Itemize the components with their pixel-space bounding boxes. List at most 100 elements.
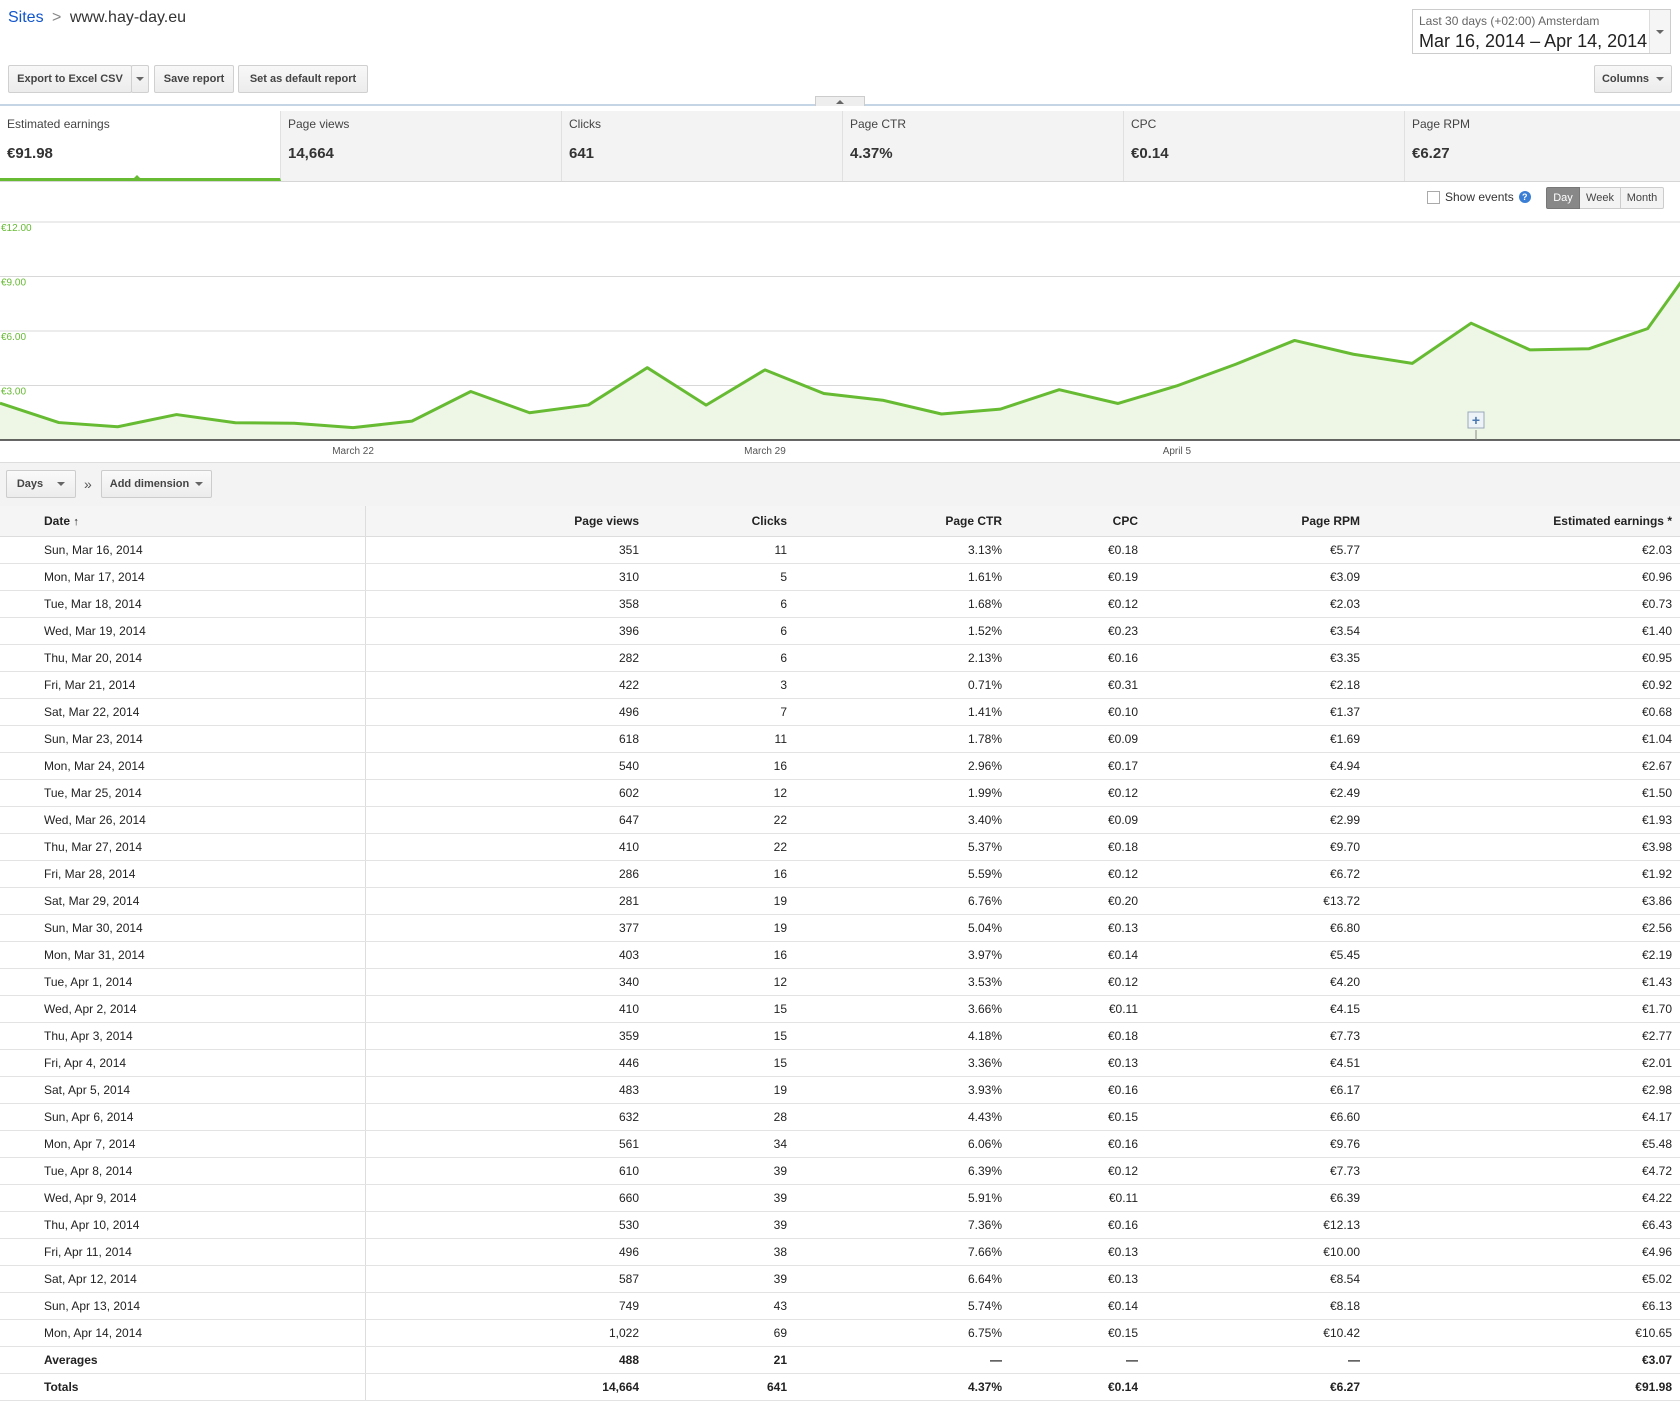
column-header-date[interactable]: Date ↑	[0, 506, 366, 537]
cell-date: Fri, Apr 11, 2014	[0, 1238, 366, 1266]
cell-page-ctr: 3.36%	[791, 1049, 1006, 1077]
metric-card-clicks[interactable]: Clicks 641	[562, 111, 843, 181]
cell-page-ctr: 7.36%	[791, 1211, 1006, 1239]
column-header-estimated-earnings[interactable]: Estimated earnings *	[1364, 506, 1680, 537]
collapse-chart-handle[interactable]	[815, 96, 865, 106]
metric-value: 4.37%	[850, 145, 893, 162]
chevron-down-icon	[195, 482, 204, 486]
table-row: Sun, Apr 13, 2014 749 43 5.74% €0.14 €8.18 €6.…	[0, 1292, 1680, 1320]
cell-date: Sat, Mar 22, 2014	[0, 698, 366, 726]
date-range-picker[interactable]: Last 30 days (+02:00) Amsterdam Mar 16, …	[1412, 9, 1671, 54]
cell-date: Mon, Mar 17, 2014	[0, 563, 366, 591]
cell-page-rpm: €2.49	[1142, 779, 1364, 807]
table-row: Fri, Apr 4, 2014 446 15 3.36% €0.13 €4.51 €2.0…	[0, 1049, 1680, 1077]
averages-row: Averages 488 21— — — €3.07	[0, 1346, 1680, 1374]
column-header-page-views[interactable]: Page views	[365, 506, 643, 537]
cell-date: Wed, Apr 9, 2014	[0, 1184, 366, 1212]
cell-page-views: 647	[365, 806, 643, 834]
cell-page-views: 410	[365, 833, 643, 861]
metric-card-estimated-earnings[interactable]: Estimated earnings €91.98	[0, 111, 281, 181]
metric-card-page-views[interactable]: Page views 14,664	[281, 111, 562, 181]
cell-estimated-earnings: €0.96	[1364, 563, 1680, 591]
cell-estimated-earnings: €2.77	[1364, 1022, 1680, 1050]
cell-clicks: 6	[643, 644, 791, 672]
cell-page-views: 359	[365, 1022, 643, 1050]
show-events-checkbox[interactable]	[1427, 190, 1440, 204]
cell-date: Sun, Apr 6, 2014	[0, 1103, 366, 1131]
cell-estimated-earnings: €1.92	[1364, 860, 1680, 888]
cell-estimated-earnings: €6.43	[1364, 1211, 1680, 1239]
chevron-down-icon	[136, 77, 144, 81]
cell-page-ctr: 0.71%	[791, 671, 1006, 699]
metric-value: 14,664	[288, 145, 334, 162]
cell-page-rpm: €4.15	[1142, 995, 1364, 1023]
cell-page-rpm: €8.18	[1142, 1292, 1364, 1320]
table-row: Wed, Mar 26, 2014 647 22 3.40% €0.09 €2.99 €1.…	[0, 806, 1680, 834]
cell-page-rpm: €7.73	[1142, 1022, 1364, 1050]
column-header-clicks[interactable]: Clicks	[643, 506, 791, 537]
cell-date: Thu, Apr 3, 2014	[0, 1022, 366, 1050]
cell-cpc: €0.18	[1006, 1022, 1142, 1050]
earnings-chart: €12.00 €9.00 €6.00 €3.00 March 22 March 29 Apr…	[0, 221, 1680, 457]
date-range-dropdown[interactable]	[1649, 10, 1670, 53]
cell-page-views: 1,022	[365, 1319, 643, 1347]
columns-button[interactable]: Columns	[1594, 65, 1672, 93]
granularity-week-button[interactable]: Week	[1580, 187, 1621, 209]
cell-page-ctr: 3.97%	[791, 941, 1006, 969]
cell-page-rpm: €4.20	[1142, 968, 1364, 996]
cell-page-rpm: €3.54	[1142, 617, 1364, 645]
column-header-page-ctr[interactable]: Page CTR	[791, 506, 1006, 537]
cell-clicks: 11	[643, 536, 791, 564]
cell-page-ctr: 4.43%	[791, 1103, 1006, 1131]
help-icon[interactable]: ?	[1518, 191, 1531, 203]
cell-estimated-earnings: €0.92	[1364, 671, 1680, 699]
days-dimension-label: Days	[16, 478, 44, 490]
cell-estimated-earnings: €3.86	[1364, 887, 1680, 915]
metric-card-page-ctr[interactable]: Page CTR 4.37%	[843, 111, 1124, 181]
set-default-report-label: Set as default report	[249, 73, 357, 85]
cell-date: Thu, Mar 20, 2014	[0, 644, 366, 672]
table-header-row: Date ↑ Page views Clicks Page CTR CPC Pa…	[0, 506, 1680, 537]
set-default-report-button[interactable]: Set as default report	[238, 65, 368, 93]
metric-card-page-rpm[interactable]: Page RPM €6.27	[1405, 111, 1680, 181]
table-row: Sun, Apr 6, 2014 632 28 4.43% €0.15 €6.60 €4.1…	[0, 1103, 1680, 1131]
cell-clicks: 43	[643, 1292, 791, 1320]
cell-estimated-earnings: €1.04	[1364, 725, 1680, 753]
cell-page-ctr: 5.91%	[791, 1184, 1006, 1212]
cell-estimated-earnings: €0.73	[1364, 590, 1680, 618]
granularity-day-button[interactable]: Day	[1546, 187, 1580, 209]
cell-page-rpm: €2.03	[1142, 590, 1364, 618]
cell-page-ctr: 6.39%	[791, 1157, 1006, 1185]
days-dimension-dropdown[interactable]: Days	[6, 470, 76, 498]
save-report-button[interactable]: Save report	[154, 65, 234, 93]
cell-page-ctr: 7.66%	[791, 1238, 1006, 1266]
cell-cpc: €0.09	[1006, 725, 1142, 753]
cell-estimated-earnings: €1.70	[1364, 995, 1680, 1023]
table-row: Fri, Apr 11, 2014 496 38 7.66% €0.13 €10.00 €4…	[0, 1238, 1680, 1266]
column-header-cpc[interactable]: CPC	[1006, 506, 1142, 537]
show-events-toggle[interactable]: Show events ?	[1427, 190, 1531, 204]
cell-date: Wed, Mar 26, 2014	[0, 806, 366, 834]
granularity-month-button[interactable]: Month	[1621, 187, 1664, 209]
add-dimension-button[interactable]: Add dimension	[101, 470, 212, 498]
add-dimension-label: Add dimension	[109, 478, 190, 490]
cell-cpc: €0.09	[1006, 806, 1142, 834]
cell-page-ctr: 5.37%	[791, 833, 1006, 861]
cell-cpc: €0.12	[1006, 1157, 1142, 1185]
export-csv-button[interactable]: Export to Excel CSV	[8, 65, 132, 93]
cell-page-rpm: €8.54	[1142, 1265, 1364, 1293]
cell-clicks: 69	[643, 1319, 791, 1347]
table-row: Tue, Apr 1, 2014 340 12 3.53% €0.12 €4.20 €1.4…	[0, 968, 1680, 996]
metric-label: Estimated earnings	[7, 117, 110, 131]
column-header-page-rpm[interactable]: Page RPM	[1142, 506, 1364, 537]
table-row: Mon, Apr 7, 2014 561 34 6.06% €0.16 €9.76 €5.4…	[0, 1130, 1680, 1158]
table-row: Tue, Apr 8, 2014 610 39 6.39% €0.12 €7.73 €4.7…	[0, 1157, 1680, 1185]
breadcrumb-sites-link[interactable]: Sites	[8, 9, 44, 26]
table-row: Wed, Mar 19, 2014 396 6 1.52% €0.23 €3.54 €1.4…	[0, 617, 1680, 645]
save-report-label: Save report	[163, 73, 225, 85]
metric-card-cpc[interactable]: CPC €0.14	[1124, 111, 1405, 181]
cell-date: Wed, Apr 2, 2014	[0, 995, 366, 1023]
cell-cpc: €0.20	[1006, 887, 1142, 915]
export-options-dropdown[interactable]	[131, 65, 149, 93]
metric-label: Clicks	[569, 117, 601, 131]
